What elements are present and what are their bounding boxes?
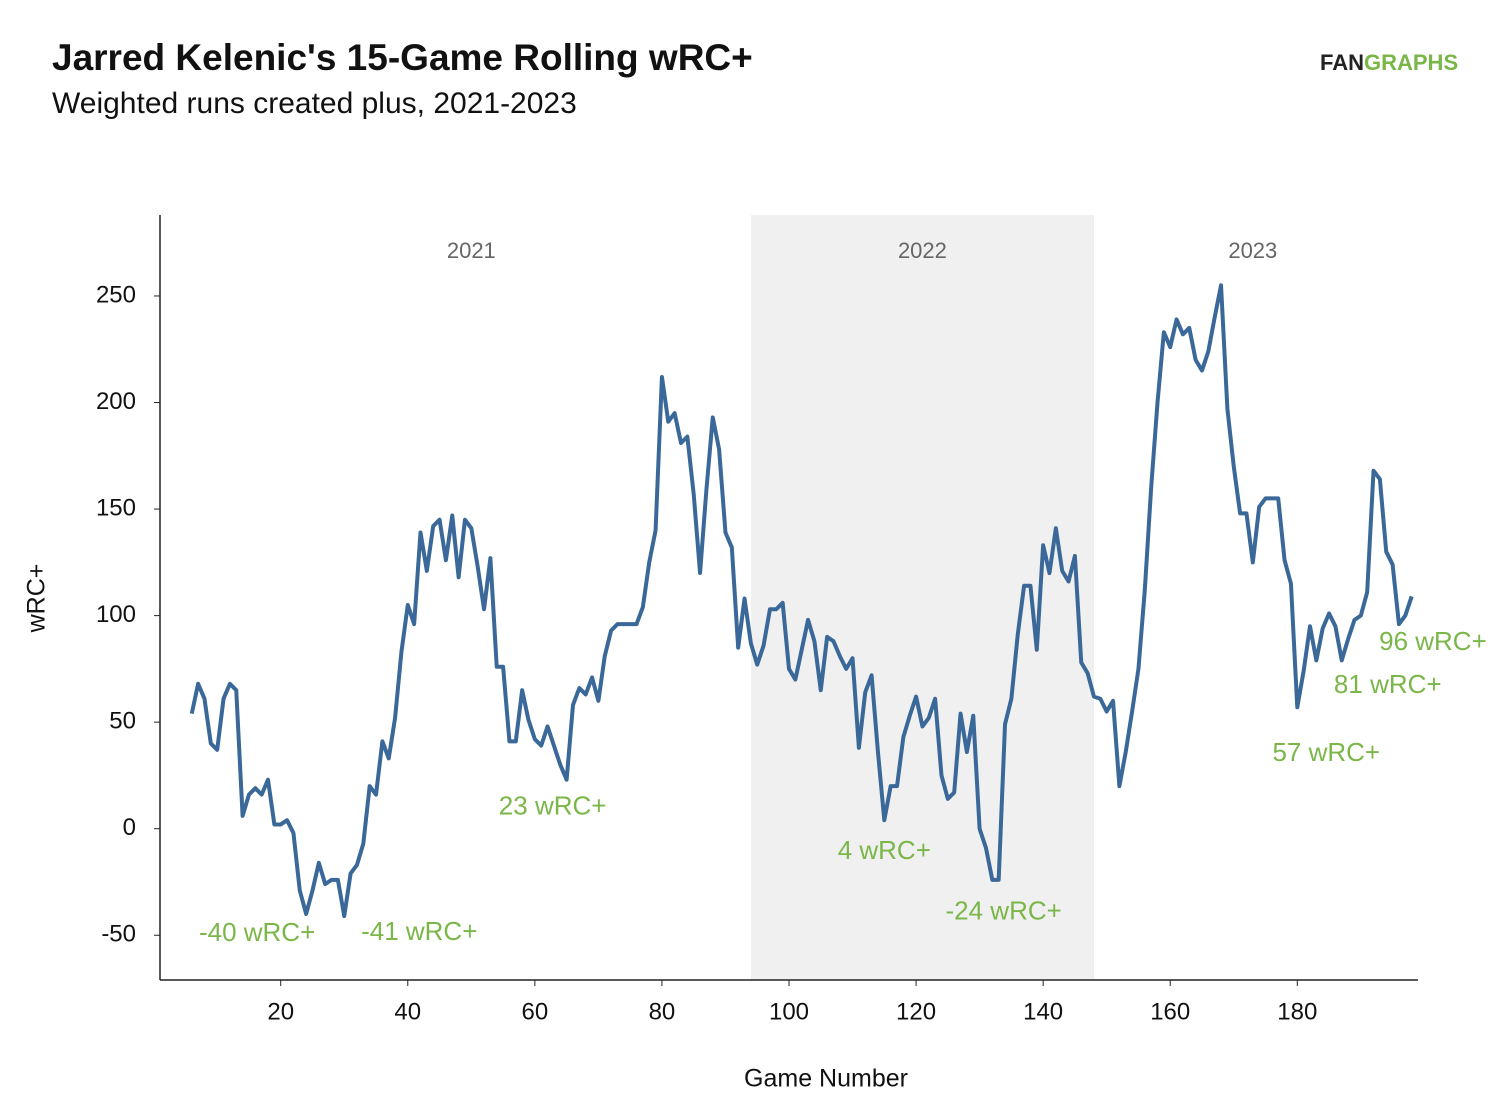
period-label: 2021 [447, 238, 496, 263]
x-tick-label: 20 [267, 998, 294, 1025]
y-axis-label: wRC+ [23, 564, 51, 634]
annotation: 96 wRC+ [1379, 626, 1487, 656]
logo: FANGRAPHS [1320, 50, 1458, 75]
annotation: -40 wRC+ [199, 917, 315, 947]
y-tick-label: -50 [101, 921, 136, 948]
x-tick-label: 40 [394, 998, 421, 1025]
annotation: 57 wRC+ [1272, 737, 1380, 767]
y-tick-label: 0 [123, 814, 136, 841]
annotation: -24 wRC+ [946, 896, 1062, 926]
chart-subtitle: Weighted runs created plus, 2021-2023 [52, 87, 577, 120]
x-tick-label: 60 [522, 998, 549, 1025]
x-tick-label: 140 [1023, 998, 1063, 1025]
x-tick-label: 160 [1150, 998, 1190, 1025]
y-tick-label: 50 [109, 708, 136, 735]
y-tick-label: 100 [96, 601, 136, 628]
x-tick-label: 80 [649, 998, 676, 1025]
y-tick-label: 250 [96, 281, 136, 308]
y-tick-label: 200 [96, 388, 136, 415]
shaded-span [750, 215, 1094, 980]
x-tick-label: 120 [896, 998, 936, 1025]
x-axis-label: Game Number [744, 1065, 908, 1093]
period-label: 2023 [1228, 238, 1277, 263]
annotation: -41 wRC+ [361, 916, 477, 946]
line-series [189, 283, 1414, 919]
x-tick-label: 100 [769, 998, 809, 1025]
x-tick-label: 180 [1277, 998, 1317, 1025]
annotation: 23 wRC+ [499, 791, 607, 821]
y-tick-label: 150 [96, 494, 136, 521]
logo-part: GRAPHS [1364, 50, 1458, 75]
annotation: 81 wRC+ [1334, 669, 1442, 699]
period-label: 2022 [898, 238, 947, 263]
logo-part: FAN [1320, 50, 1364, 75]
chart-title: Jarred Kelenic's 15-Game Rolling wRC+ [52, 37, 753, 78]
annotation: 4 wRC+ [838, 835, 931, 865]
